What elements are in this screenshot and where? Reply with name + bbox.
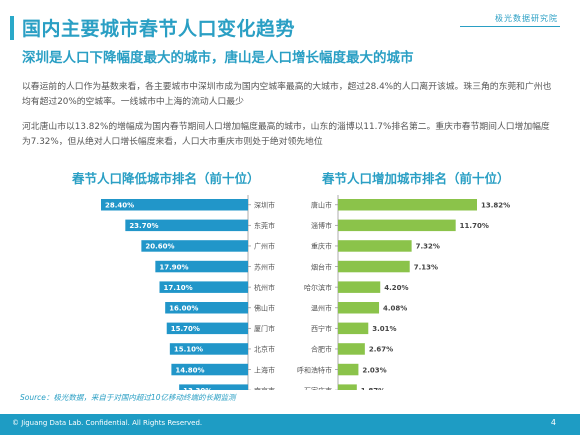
increase-bar <box>338 260 410 273</box>
decrease-value-label: 20.60% <box>145 243 174 251</box>
decrease-value-label: 17.90% <box>159 263 188 271</box>
footer-bar: © Jiguang Data Lab. Confidential. All Ri… <box>0 414 580 435</box>
increase-bar <box>338 343 365 355</box>
decrease-value-label: 14.80% <box>175 366 204 374</box>
page-number: 4 <box>550 418 556 427</box>
decrease-bar <box>155 260 248 273</box>
page-subtitle: 深圳是人口下降幅度最大的城市，唐山是人口增长幅度最大的城市 <box>22 50 414 66</box>
decrease-category-label: 东莞市 <box>254 221 275 230</box>
increase-category-label: 温州市 <box>311 304 332 313</box>
decrease-value-label: 13.30% <box>183 387 212 390</box>
decrease-chart-title: 春节人口降低城市排名（前十位） <box>72 171 260 186</box>
increase-bar <box>338 363 359 376</box>
increase-value-label: 11.70% <box>460 222 489 230</box>
decrease-bar <box>179 384 248 390</box>
increase-category-label: 西宁市 <box>311 324 332 333</box>
increase-bar <box>338 199 477 211</box>
increase-value-label: 3.01% <box>372 325 396 333</box>
increase-category-label: 石家庄市 <box>304 386 332 390</box>
decrease-category-label: 杭州市 <box>254 283 275 292</box>
increase-bar <box>338 302 380 314</box>
decrease-category-label: 厦门市 <box>254 324 275 333</box>
decrease-bar <box>169 343 248 355</box>
increase-category-label: 哈尔滨市 <box>304 283 332 292</box>
decrease-bar <box>159 281 248 293</box>
increase-bar <box>338 219 456 232</box>
increase-category-label: 呼和浩特市 <box>297 365 332 374</box>
page-title: 国内主要城市春节人口变化趋势 <box>22 18 296 40</box>
increase-category-label: 烟台市 <box>311 262 332 271</box>
copyright-text: © Jiguang Data Lab. Confidential. All Ri… <box>12 419 203 427</box>
increase-value-label: 7.13% <box>414 263 438 271</box>
decrease-bar <box>166 322 248 335</box>
increase-category-label: 唐山市 <box>311 201 332 210</box>
decrease-category-label: 北京市 <box>254 345 275 354</box>
decrease-value-label: 17.10% <box>163 284 192 292</box>
increase-bar <box>338 322 369 335</box>
increase-value-label: 4.20% <box>384 284 408 292</box>
source-note: Source：极光数据，来自于对国内超过10亿移动终端的长期监测 <box>20 393 236 402</box>
decrease-category-label: 广州市 <box>254 242 275 251</box>
increase-value-label: 7.32% <box>416 243 440 251</box>
brand-label: 极光数据研究院 <box>495 14 558 23</box>
decrease-category-label: 深圳市 <box>254 201 275 210</box>
decrease-bar <box>141 240 248 252</box>
ranking-charts: 28.40% 深圳市 23.70% 东莞市 20.60% 广州市 17.90% 苏州市 17.1… <box>101 195 510 390</box>
paragraph-increase: 河北唐山市以13.82%的增幅成为国内春节期间人口增加幅度最高的城市，山东的淄博… <box>22 122 550 147</box>
increase-value-label: 13.82% <box>481 202 510 210</box>
increase-value-label: 2.03% <box>362 366 386 374</box>
decrease-value-label: 15.70% <box>171 325 200 333</box>
increase-chart-title: 春节人口增加城市排名（前十位） <box>322 171 510 186</box>
decrease-bar <box>171 363 248 376</box>
decrease-value-label: 16.00% <box>169 305 198 313</box>
increase-category-label: 淄博市 <box>311 221 332 230</box>
decrease-category-label: 佛山市 <box>254 304 275 313</box>
increase-value-label: 1.87% <box>361 387 385 390</box>
increase-category-label: 重庆市 <box>311 242 332 251</box>
decrease-category-label: 上海市 <box>254 365 275 374</box>
increase-value-label: 2.67% <box>369 346 393 354</box>
decrease-value-label: 23.70% <box>129 222 158 230</box>
decrease-bar <box>101 199 248 211</box>
decrease-bar <box>125 219 248 232</box>
increase-value-label: 4.08% <box>383 305 407 313</box>
increase-bar <box>338 281 381 293</box>
increase-bar <box>338 240 412 252</box>
paragraph-decrease: 以春运前的人口作为基数来看，各主要城市中深圳市成为国内空城率最高的大城市，超过2… <box>22 82 552 107</box>
brand-underline <box>460 26 560 27</box>
decrease-category-label: 苏州市 <box>254 262 275 271</box>
increase-category-label: 合肥市 <box>311 345 332 354</box>
increase-bar <box>338 384 357 390</box>
title-accent-bar <box>10 16 14 40</box>
decrease-value-label: 15.10% <box>174 346 203 354</box>
decrease-category-label: 南京市 <box>254 386 275 390</box>
decrease-value-label: 28.40% <box>105 202 134 210</box>
decrease-bar <box>165 302 248 314</box>
